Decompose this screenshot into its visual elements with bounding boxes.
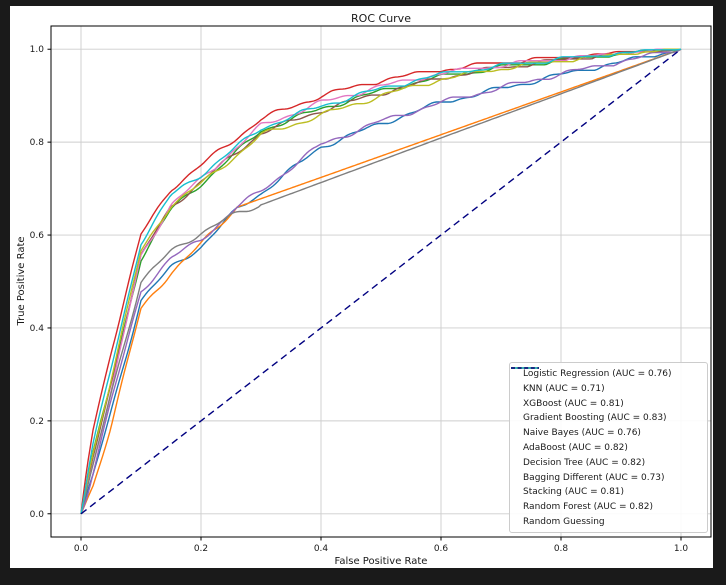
y-tick-label: 0.4 bbox=[30, 324, 45, 334]
legend-item-random-forest: Random Forest (AUC = 0.82) bbox=[511, 367, 703, 514]
legend: Logistic Regression (AUC = 0.76) KNN (AUC… bbox=[509, 362, 708, 533]
x-tick-label: 0.6 bbox=[434, 544, 449, 554]
roc-curve-random-forest bbox=[80, 48, 682, 514]
legend-item-logistic-regression: Logistic Regression (AUC = 0.76) bbox=[511, 367, 703, 381]
legend-item-adaboost: AdaBoost (AUC = 0.82) bbox=[511, 367, 703, 455]
legend-label: Random Guessing bbox=[523, 516, 605, 527]
x-axis-label: False Positive Rate bbox=[335, 556, 428, 567]
legend-label: Stacking (AUC = 0.81) bbox=[523, 487, 625, 498]
y-tick-label: 0.6 bbox=[30, 231, 45, 241]
legend-item-gradient-boosting: Gradient Boosting (AUC = 0.83) bbox=[511, 367, 703, 425]
y-tick-label: 0.0 bbox=[30, 510, 45, 520]
axis-ticks bbox=[47, 48, 682, 541]
axes-spines bbox=[50, 25, 712, 538]
y-tick-label: 0.8 bbox=[30, 138, 45, 148]
x-tick-label: 0.4 bbox=[314, 544, 329, 554]
legend-label: Naive Bayes (AUC = 0.76) bbox=[523, 428, 641, 439]
legend-item-knn: KNN (AUC = 0.71) bbox=[511, 367, 703, 396]
x-tick-label: 0.8 bbox=[554, 544, 569, 554]
chart-title: ROC Curve bbox=[351, 12, 411, 25]
grid-lines bbox=[51, 26, 711, 537]
y-axis-label: True Positive Rate bbox=[16, 236, 27, 326]
legend-label: Logistic Regression (AUC = 0.76) bbox=[523, 369, 672, 379]
legend-item-xgboost: XGBoost (AUC = 0.81) bbox=[511, 367, 703, 411]
legend-label: Decision Tree (AUC = 0.82) bbox=[523, 457, 646, 468]
x-tick-label: 0.2 bbox=[194, 544, 208, 554]
legend-item-stacking: Stacking (AUC = 0.81) bbox=[511, 367, 703, 499]
x-tick-label: 1.0 bbox=[674, 544, 689, 554]
roc-curve-logistic-regression bbox=[80, 48, 682, 514]
x-tick-label: 0.0 bbox=[74, 544, 89, 554]
roc-curve-knn bbox=[80, 48, 682, 515]
roc-curve-decision-tree bbox=[80, 48, 681, 514]
legend-label: Gradient Boosting (AUC = 0.83) bbox=[523, 413, 667, 424]
legend-label: XGBoost (AUC = 0.81) bbox=[523, 398, 624, 409]
legend-item-naive-bayes: Naive Bayes (AUC = 0.76) bbox=[511, 367, 703, 440]
axis-tick-labels: 0.0 0.2 0.4 0.6 0.8 1.0 0.0 0.2 0.4 0.6 0.8 1.0 bbox=[30, 45, 689, 554]
legend-label: AdaBoost (AUC = 0.82) bbox=[523, 442, 628, 453]
legend-item-decision-tree: Decision Tree (AUC = 0.82) bbox=[511, 367, 703, 470]
roc-curve-naive-bayes bbox=[80, 48, 682, 515]
y-tick-label: 0.2 bbox=[30, 417, 44, 427]
legend-item-bagging-different: Bagging Different (AUC = 0.73) bbox=[511, 367, 703, 485]
legend-label: KNN (AUC = 0.71) bbox=[523, 383, 605, 394]
roc-chart: 0.0 0.2 0.4 0.6 0.8 1.0 0.0 0.2 0.4 0.6 0.8 1.0 ROC… bbox=[16, 12, 712, 567]
roc-curve-bagging-different bbox=[80, 48, 682, 514]
legend-label: Bagging Different (AUC = 0.73) bbox=[523, 472, 665, 483]
matplotlib-figure: 0.0 0.2 0.4 0.6 0.8 1.0 0.0 0.2 0.4 0.6 0.8 1.0 ROC… bbox=[10, 6, 713, 568]
y-tick-label: 1.0 bbox=[30, 45, 45, 55]
roc-curves bbox=[80, 48, 682, 515]
legend-item-random-guessing: Random Guessing bbox=[511, 367, 703, 529]
legend-label: Random Forest (AUC = 0.82) bbox=[523, 502, 653, 513]
legend-line-swatch bbox=[511, 367, 539, 369]
roc-curve-stacking bbox=[80, 48, 681, 514]
